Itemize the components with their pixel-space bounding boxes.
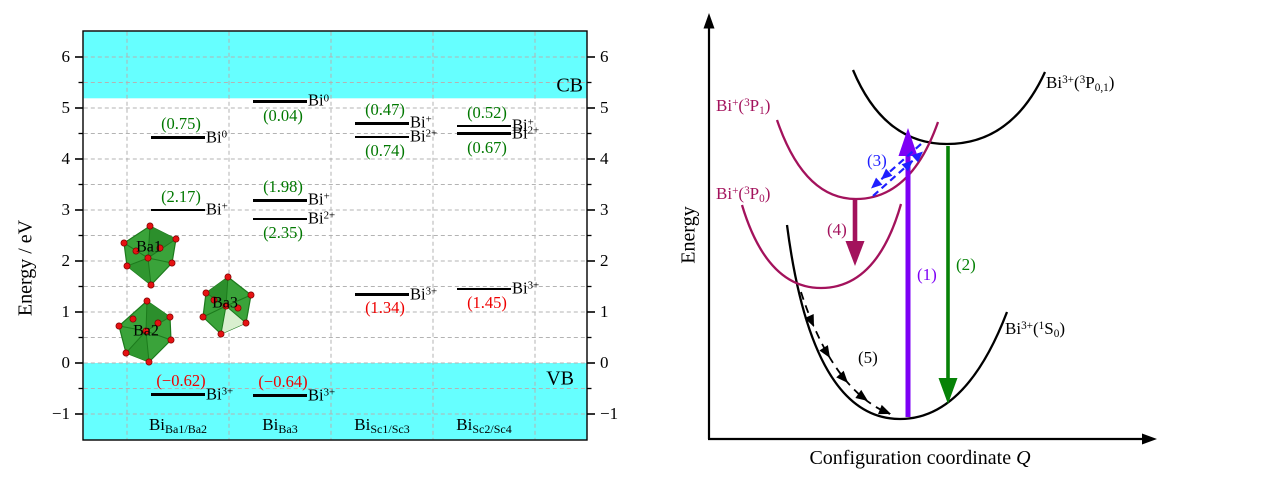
ytick-right-1: 1 [600,302,609,322]
level-species: Bi3+ [512,278,540,298]
q-symbol: Q [1016,447,1031,469]
tick-layer [75,56,595,415]
level-value: (0.52) [467,102,507,122]
arrow-4-down [845,200,865,266]
ytick-left-6: 6 [61,47,71,67]
polyhedron-ba2 [115,297,175,366]
level-line [151,393,205,396]
level-value: (0.47) [365,100,405,119]
ytick-left-m1: −1 [51,404,70,424]
level-species: Bi0 [308,90,330,110]
level-species: Bi3+ [308,385,336,405]
arrow-label-3: (3) [867,151,887,170]
level-line [355,293,409,296]
cc-axes [703,13,1157,445]
level-species: Bi2+ [308,208,336,228]
arrow-5-relaxation [800,291,891,415]
level-value: (2.17) [161,187,201,206]
level-line [457,132,511,135]
ytick-right-4: 4 [600,149,609,169]
curve-bi1-3p1 [775,119,940,201]
ytick-right-3: 3 [600,200,609,220]
level-species: Bi+ [410,112,432,132]
level-value: (1.34) [365,298,405,317]
ytick-left-1: 1 [61,302,71,322]
ytick-left-4: 4 [61,149,71,169]
level-value: (0.04) [263,106,303,125]
ytick-right-6: 6 [600,47,609,67]
level-value: (0.74) [365,141,405,160]
site-label-ba3: BiBa3 [262,415,298,437]
level-line [253,394,307,397]
level-species: Bi+ [308,189,330,209]
arrow-2-emission [938,146,958,404]
curve-label-bi-plus-3p0: Bi+(3P0) [716,184,771,206]
level-species: Bi2+ [512,123,540,143]
ytick-left-3: 3 [61,200,71,220]
valence-band [83,363,587,440]
ytick-left-5: 5 [61,98,71,118]
level-line [151,208,205,212]
polyhedron-label-ba2: Ba2 [133,322,159,340]
level-value: (2.35) [263,223,303,242]
level-species: Bi+ [512,115,534,135]
level-species: Bi2+ [410,126,438,146]
site-label-sc2-sc4: BiSc2/Sc4 [456,415,512,437]
arrow-label-2: (2) [956,255,976,274]
level-line [253,100,307,103]
ytick-right-5: 5 [600,98,609,118]
conduction-band-label: CB [556,74,583,97]
right-x-axis-title: Configuration coordinate Q [809,447,1031,469]
left-y-axis-title: Energy / eV [14,219,37,317]
level-value: (0.75) [161,114,201,133]
ytick-left-0: 0 [61,353,71,373]
arrow-1-excitation [898,128,918,417]
ytick-right-2: 2 [600,251,609,271]
curve-bi3-3p01 [851,69,1047,146]
level-value: (0.67) [467,137,507,157]
configuration-coordinate-canvas [703,13,1157,445]
level-species: Bi0 [206,127,228,147]
arrow-label-1: (1) [917,265,937,284]
ytick-right-0: 0 [600,353,609,373]
level-species: Bi3+ [410,284,438,304]
site-label-sc1-sc3: BiSc1/Sc3 [354,415,410,437]
curve-label-bi-plus-3p1: Bi+(3P1) [716,96,771,118]
level-species: Bi+ [206,199,228,219]
level-value: (−0.62) [156,371,206,390]
right-y-axis-title: Energy [677,206,700,264]
curve-bi1-3p0 [740,203,903,290]
level-value: (−0.64) [258,372,308,391]
axes-frame [82,30,588,441]
level-diagram-canvas [75,30,595,441]
polyhedron-label-ba1: Ba1 [136,238,162,256]
level-line [253,217,307,221]
ytick-right-m1: −1 [600,404,619,424]
polyhedron-ba1 [120,222,180,289]
curve-label-bi3-1s0: Bi3+(1S0) [1005,319,1066,341]
level-line [151,136,205,139]
site-label-ba1-ba2: BiBa1/Ba2 [148,415,208,437]
conduction-band [83,31,587,99]
level-species: Bi3+ [206,384,234,404]
grid-layer [83,31,587,440]
level-line [253,199,307,202]
level-line [355,135,409,139]
level-line [355,122,409,125]
curve-label-bi3-3p01: Bi3+(3P0,1) [1046,73,1115,95]
arrow-label-5: (5) [858,348,878,367]
level-line [457,287,511,291]
polyhedron-label-ba3: Ba3 [212,294,238,312]
level-value: (1.98) [263,177,303,196]
polyhedron-ba3 [199,273,255,338]
level-line [457,124,511,128]
arrow-3-crossover [871,143,923,197]
arrow-label-4: (4) [827,220,847,239]
level-value: (1.45) [467,293,507,312]
ytick-left-2: 2 [61,251,71,271]
valence-band-label: VB [546,367,574,390]
